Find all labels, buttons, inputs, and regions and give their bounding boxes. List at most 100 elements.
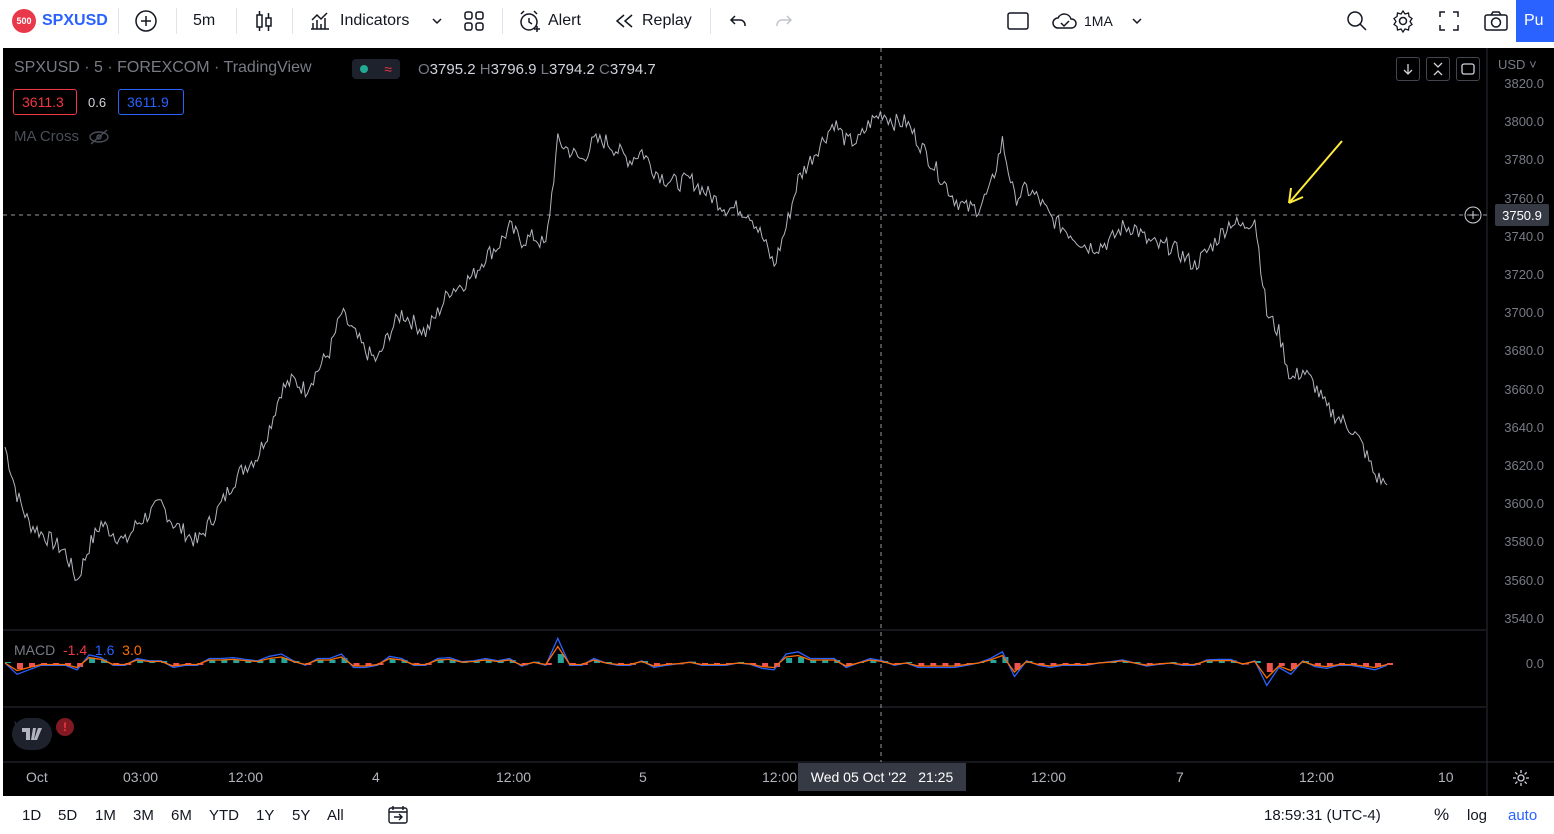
macd-histogram-bar bbox=[1314, 663, 1321, 666]
range-button-5y[interactable]: 5Y bbox=[292, 806, 311, 824]
currency-selector[interactable]: USD ˅ bbox=[1498, 57, 1537, 72]
price-series bbox=[4, 110, 1388, 582]
calendar-arrow-icon bbox=[388, 806, 408, 824]
replay-button[interactable]: Replay bbox=[614, 0, 692, 42]
time-axis-label: 7 bbox=[1176, 769, 1184, 785]
macd-histogram-bar bbox=[1170, 662, 1177, 663]
chart-settings-icon[interactable] bbox=[1511, 768, 1531, 788]
search-icon bbox=[1347, 11, 1367, 31]
log-toggle[interactable]: log bbox=[1467, 806, 1488, 824]
macd-histogram-bar bbox=[377, 663, 384, 665]
indicators-button[interactable]: Indicators bbox=[308, 0, 409, 42]
annotation-arrow bbox=[1288, 140, 1343, 204]
fullscreen-button[interactable] bbox=[1436, 0, 1462, 42]
layout-select-button[interactable] bbox=[1006, 0, 1030, 42]
undo-button[interactable] bbox=[726, 0, 750, 42]
ma-cross-label[interactable]: MA Cross bbox=[14, 128, 80, 145]
macd-histogram-bar bbox=[1050, 663, 1057, 666]
macd-histogram-bar bbox=[437, 660, 444, 663]
macd-histogram-bar bbox=[317, 660, 324, 663]
publish-button[interactable]: Pu bbox=[1516, 0, 1554, 42]
price-axis-tick: 3720.0 bbox=[1504, 267, 1544, 282]
macd-histogram-bar bbox=[233, 659, 240, 663]
macd-histogram-bar bbox=[762, 663, 769, 667]
percent-toggle[interactable]: % bbox=[1434, 805, 1450, 824]
top-toolbar: 500 SPXUSD 5m Indicators Alert Replay 1 bbox=[0, 0, 1554, 42]
search-button[interactable] bbox=[1344, 0, 1370, 42]
indicator-chip[interactable]: 1MA bbox=[1050, 0, 1143, 42]
macd-histogram-bar bbox=[485, 660, 492, 663]
range-button-1y[interactable]: 1Y bbox=[256, 806, 275, 824]
alarm-clock-icon bbox=[520, 10, 540, 32]
indicator-chip-label: 1MA bbox=[1084, 13, 1113, 29]
signal-line bbox=[4, 645, 1388, 679]
macd-histogram-bar bbox=[173, 663, 180, 666]
macd-histogram-bar bbox=[245, 660, 252, 663]
macd-histogram-bar bbox=[281, 658, 288, 663]
macd-histogram-bar bbox=[653, 663, 660, 666]
macd-histogram-bar bbox=[1375, 663, 1381, 667]
range-button-5d[interactable]: 5D bbox=[58, 806, 78, 824]
time-axis-label: Oct bbox=[26, 769, 48, 785]
high-value: 3796.9 bbox=[490, 61, 537, 78]
divider bbox=[502, 8, 503, 34]
macd-series bbox=[4, 636, 1393, 687]
symbol-search[interactable]: 500 SPXUSD bbox=[12, 0, 108, 42]
macd-histogram-bar bbox=[605, 662, 612, 663]
price-axis-tick: 3800.0 bbox=[1504, 114, 1544, 130]
collapse-icon bbox=[1433, 62, 1443, 76]
macd-histogram-bar bbox=[89, 658, 96, 663]
eye-hidden-icon[interactable] bbox=[88, 129, 110, 145]
time-axis-label: 03:00 bbox=[123, 769, 159, 785]
collapse-button[interactable] bbox=[1426, 57, 1450, 81]
compare-button[interactable] bbox=[132, 0, 160, 42]
redo-button[interactable] bbox=[772, 0, 796, 42]
range-button-1m[interactable]: 1M bbox=[95, 806, 116, 824]
macd-histogram-bar bbox=[269, 659, 276, 663]
time-axis-label: 12:00 bbox=[496, 769, 532, 785]
maximize-pane-button[interactable] bbox=[1456, 57, 1480, 81]
range-button-3m[interactable]: 3M bbox=[133, 806, 154, 824]
range-button-1d[interactable]: 1D bbox=[22, 806, 42, 824]
interval-button[interactable]: 5m bbox=[193, 12, 216, 29]
clock[interactable]: 18:59:31 (UTC-4) bbox=[1264, 806, 1381, 824]
macd-histogram-bar bbox=[738, 662, 745, 663]
goto-date-button[interactable] bbox=[386, 796, 410, 834]
macd-histogram-bar bbox=[810, 660, 817, 663]
macd-histogram-bar bbox=[798, 657, 805, 663]
templates-dropdown[interactable] bbox=[428, 0, 446, 42]
macd-histogram-bar bbox=[329, 660, 336, 663]
open-value: 3795.2 bbox=[429, 61, 476, 78]
divider bbox=[118, 8, 119, 34]
scroll-down-button[interactable] bbox=[1396, 57, 1420, 81]
macd-histogram-bar bbox=[786, 658, 793, 663]
range-button-6m[interactable]: 6M bbox=[171, 806, 192, 824]
macd-histogram-bar bbox=[353, 663, 360, 666]
market-status[interactable]: ≈ bbox=[352, 59, 400, 79]
buy-price-button[interactable]: 3611.9 bbox=[118, 89, 184, 115]
auto-toggle[interactable]: auto bbox=[1508, 806, 1538, 824]
macd-histogram-bar bbox=[1266, 663, 1273, 672]
price-axis-tick: 3660.0 bbox=[1504, 381, 1544, 397]
chart-area[interactable] bbox=[3, 48, 1554, 796]
price-axis-tick: 3600.0 bbox=[1504, 496, 1544, 512]
range-button-ytd[interactable]: YTD bbox=[209, 806, 239, 824]
crosshair-price-label: 3750.9 bbox=[1495, 204, 1549, 226]
macd-histogram-bar bbox=[65, 663, 72, 665]
spread-value: 0.6 bbox=[88, 95, 107, 110]
macd-histogram-bar bbox=[846, 663, 853, 666]
layout-button[interactable] bbox=[462, 0, 486, 42]
settings-button[interactable] bbox=[1390, 0, 1416, 42]
alert-button[interactable]: Alert bbox=[518, 0, 581, 42]
snapshot-button[interactable] bbox=[1482, 0, 1510, 42]
sell-price-button[interactable]: 3611.3 bbox=[13, 89, 77, 115]
plus-circle-icon bbox=[135, 10, 157, 32]
range-button-all[interactable]: All bbox=[327, 806, 344, 824]
macd-label: MACD bbox=[14, 642, 56, 658]
error-icon[interactable]: ! bbox=[56, 718, 74, 736]
tradingview-logo-icon[interactable] bbox=[12, 718, 52, 750]
macd-histogram-bar bbox=[942, 663, 949, 666]
add-alert-icon[interactable] bbox=[1464, 206, 1482, 224]
chart-type-button[interactable] bbox=[252, 0, 276, 42]
